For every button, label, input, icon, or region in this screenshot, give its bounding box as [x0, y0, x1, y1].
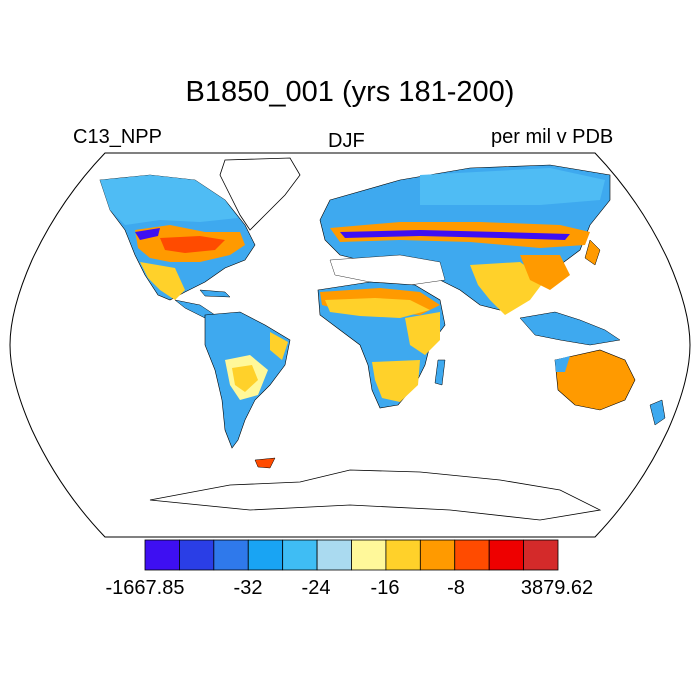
- southern-africa: [372, 360, 420, 402]
- middle-east-white: [329, 254, 446, 286]
- variable-name: C13_NPP: [73, 126, 162, 148]
- colorbar-box-10: [488, 539, 524, 571]
- mexico: [140, 262, 185, 300]
- plot-title: B1850_001 (yrs 181-200): [185, 76, 515, 108]
- colorbar: [144, 539, 559, 571]
- usa-red-band: [160, 236, 225, 253]
- sahel-yellow: [325, 298, 430, 318]
- colorbar-box-4: [282, 539, 318, 571]
- colorbar-label-5: 3879.62: [520, 577, 594, 599]
- colorbar-box-6: [351, 539, 387, 571]
- antarctic-peninsula: [254, 457, 276, 469]
- madagascar: [434, 359, 446, 386]
- eurasia-band-purple: [340, 230, 570, 240]
- north-america-canada: [100, 175, 238, 225]
- colorbar-label-1: -32: [233, 577, 263, 599]
- siberia-light: [420, 168, 605, 205]
- southeast-asia-islands: [519, 311, 621, 346]
- colorbar-box-1: [179, 539, 215, 571]
- east-africa: [405, 312, 440, 355]
- units-label: per mil v PDB: [491, 126, 614, 148]
- colorbar-box-0: [144, 539, 180, 571]
- projection-outline: [9, 152, 691, 538]
- australia: [554, 349, 636, 411]
- colorbar-box-3: [247, 539, 284, 571]
- colorbar-label-2: -24: [301, 577, 331, 599]
- colorbar-box-8: [419, 539, 456, 571]
- australia-edge-blue: [555, 356, 570, 372]
- colorbar-label-4: -8: [447, 577, 465, 599]
- colorbar-label-3: -16: [370, 577, 400, 599]
- china-orange: [520, 255, 570, 290]
- colorbar-box-5: [316, 539, 352, 571]
- usa-purple-band: [135, 228, 160, 240]
- colorbar-label-0: -1667.85: [105, 577, 185, 599]
- colorbar-box-11: [523, 539, 559, 571]
- antarctica: [149, 469, 602, 521]
- south-america-orange: [232, 365, 258, 392]
- caribbean-islands: [199, 289, 231, 298]
- greenland: [219, 157, 301, 231]
- new-zealand: [649, 399, 666, 426]
- season-label: DJF: [328, 130, 365, 152]
- colorbar-box-2: [213, 539, 249, 571]
- japan: [584, 239, 601, 266]
- south-asia: [470, 262, 545, 315]
- south-america-coast-yellow: [270, 332, 288, 360]
- colorbar-box-9: [454, 539, 490, 571]
- colorbar-box-7: [385, 539, 421, 571]
